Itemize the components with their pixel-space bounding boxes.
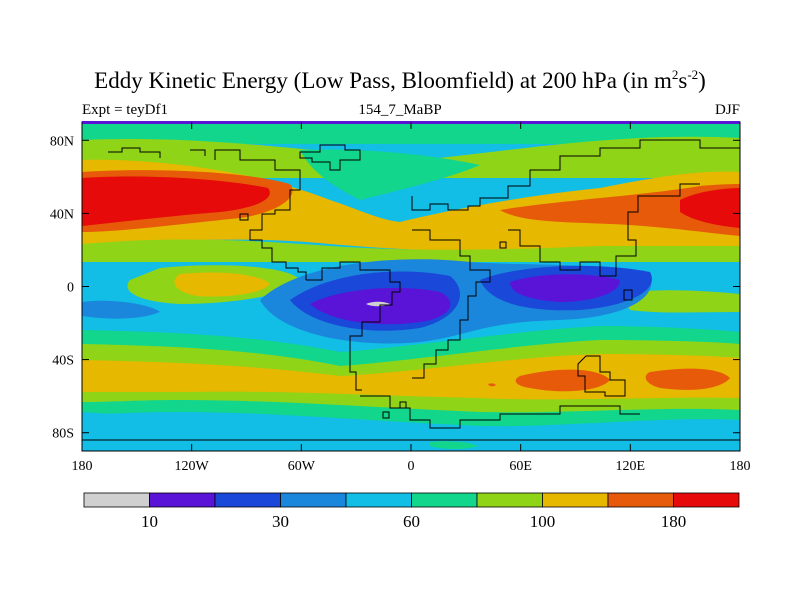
coast-greenland <box>299 144 361 171</box>
colorbar-label: 60 <box>403 512 420 531</box>
coast-south-america <box>306 261 401 391</box>
jet-asia-red <box>680 188 740 228</box>
south-orange-indian <box>515 369 610 392</box>
colorbar-label: 180 <box>661 512 687 531</box>
y-tick-label: 40S <box>52 354 74 369</box>
band-north-green-2 <box>82 239 740 262</box>
south-orange-dot <box>488 383 496 387</box>
jet-atlantic-orange <box>500 184 740 236</box>
colorbar-swatch-4 <box>345 492 412 508</box>
x-tick-label: 60W <box>288 459 316 474</box>
axis-tick-labels: 180 120W 60W 0 60E 120E 180 80N 40N 0 40S 80S <box>50 134 751 474</box>
tropics-yellow-left <box>174 272 270 297</box>
x-tick-label: 180 <box>72 459 93 474</box>
colorbar-label: 30 <box>272 512 289 531</box>
colorbar-label: 10 <box>141 512 158 531</box>
tropics-darkblue-pacific <box>82 300 160 319</box>
colorbar-swatch-2 <box>214 492 281 508</box>
coast-north-america <box>214 149 307 280</box>
x-tick-label: 0 <box>408 459 415 474</box>
south-polar-blue <box>82 412 740 451</box>
colorbar-swatch-8 <box>607 492 674 508</box>
colorbar-swatch-3 <box>280 492 347 508</box>
season-label: DJF <box>714 102 740 118</box>
coast-europe-asia <box>411 139 740 211</box>
colorbar-swatch-9 <box>673 492 740 508</box>
colorbar: 10 30 60 100 180 <box>83 492 740 531</box>
y-tick-label: 80N <box>50 134 74 149</box>
chart-title: Eddy Kinetic Energy (Low Pass, Bloomfiel… <box>94 67 706 93</box>
jet-pacific-red <box>82 176 270 226</box>
coast-asia-south <box>508 183 700 277</box>
contour-fill <box>82 122 740 451</box>
x-tick-label: 60E <box>509 459 532 474</box>
coast-islands <box>239 213 633 419</box>
x-tick-label: 120W <box>175 459 210 474</box>
y-tick-label: 40N <box>50 207 74 222</box>
coastline-overlay <box>82 139 740 441</box>
coast-north-america-arctic <box>108 147 206 158</box>
colorbar-swatch-5 <box>411 492 478 508</box>
colorbar-label: 100 <box>530 512 556 531</box>
band-north-green <box>300 149 480 200</box>
colorbar-swatch-0 <box>83 492 150 508</box>
coast-africa <box>412 229 491 379</box>
colorbar-swatch-6 <box>476 492 543 508</box>
colorbar-swatch-7 <box>542 492 609 508</box>
run-label: 154_7_MaBP <box>358 102 442 118</box>
coast-australia <box>577 355 626 397</box>
band-north-polar <box>82 122 740 144</box>
y-tick-label: 80S <box>52 427 74 442</box>
tropics-green-right <box>620 290 740 313</box>
experiment-label: Expt = teyDf1 <box>82 102 168 118</box>
band-north-yellowgreen <box>82 136 740 178</box>
x-tick-label: 120E <box>616 459 646 474</box>
south-polar-dot <box>430 441 478 449</box>
colorbar-swatch-1 <box>149 492 216 508</box>
tropics-purple-indian <box>510 274 620 302</box>
axis-ticks <box>81 122 741 451</box>
y-tick-label: 0 <box>67 281 74 296</box>
x-tick-label: 180 <box>730 459 751 474</box>
south-orange-pacific <box>645 368 730 390</box>
